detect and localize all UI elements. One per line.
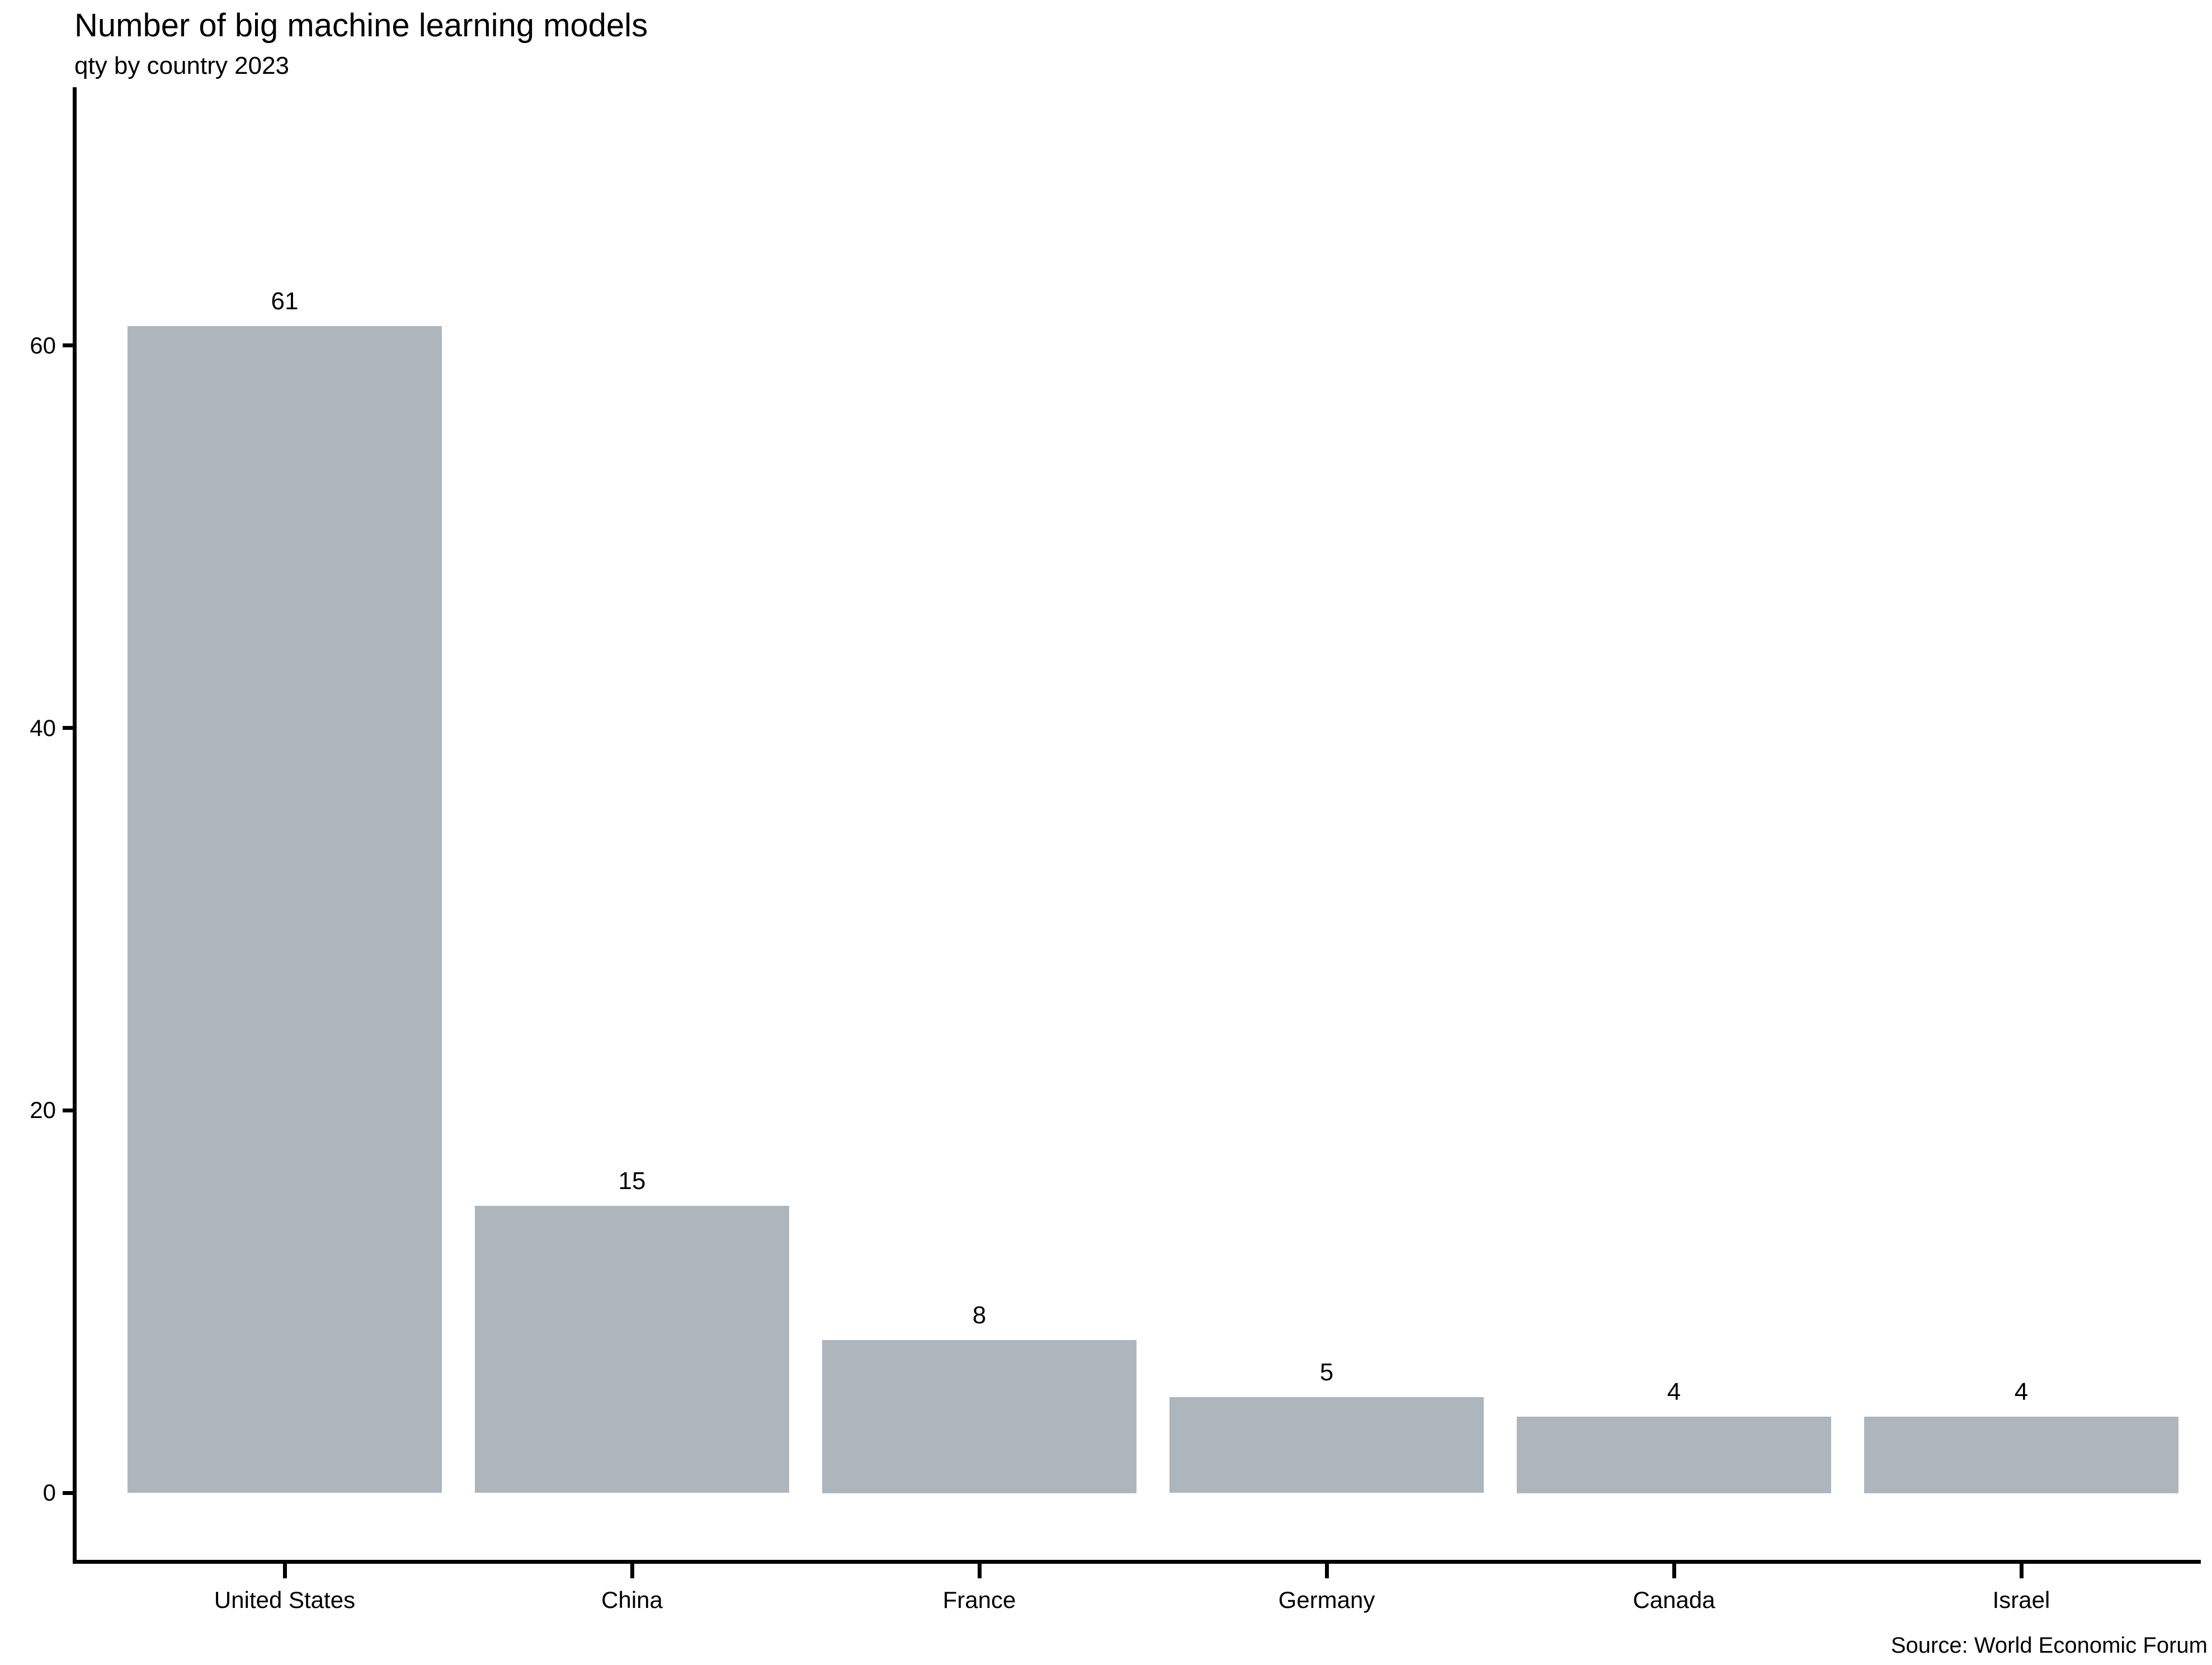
chart-title: Number of big machine learning models (74, 7, 648, 44)
bar-value-label: 5 (1319, 1359, 1334, 1386)
bar (1517, 1417, 1831, 1493)
bar (475, 1206, 789, 1493)
x-tick-mark (2020, 1564, 2024, 1578)
x-axis-label: Canada (1633, 1587, 1715, 1613)
x-axis-label: United States (214, 1587, 356, 1613)
x-tick-mark (283, 1564, 287, 1578)
y-tick-label: 40 (30, 715, 56, 741)
x-tick-mark (1325, 1564, 1329, 1578)
bar (1864, 1417, 2178, 1493)
y-tick-label: 0 (43, 1479, 56, 1506)
bar-value-label: 4 (1667, 1378, 1681, 1405)
bar (128, 326, 442, 1493)
y-tick-mark (63, 1109, 73, 1112)
y-tick-mark (63, 1491, 73, 1495)
bar-value-label: 4 (2014, 1378, 2029, 1405)
x-axis-label: France (942, 1587, 1016, 1613)
bar-value-label: 61 (271, 287, 299, 315)
x-tick-mark (630, 1564, 634, 1578)
y-tick-label: 60 (30, 332, 56, 359)
y-tick-mark (63, 343, 73, 347)
chart-subtitle: qty by country 2023 (74, 52, 290, 79)
bar-value-label: 15 (618, 1167, 646, 1195)
bar (1169, 1397, 1484, 1493)
x-axis-label: Israel (1992, 1587, 2050, 1613)
x-tick-mark (978, 1564, 982, 1578)
bar-value-label: 8 (972, 1301, 987, 1329)
x-axis-label: Germany (1278, 1587, 1375, 1613)
x-axis-label: China (601, 1587, 663, 1613)
x-axis-line (73, 1560, 2201, 1564)
x-tick-mark (1672, 1564, 1676, 1578)
y-axis-line (73, 87, 77, 1564)
source-caption: Source: World Economic Forum (1890, 1633, 2208, 1658)
y-tick-label: 20 (30, 1097, 56, 1123)
bar (822, 1340, 1136, 1493)
y-tick-mark (63, 726, 73, 730)
